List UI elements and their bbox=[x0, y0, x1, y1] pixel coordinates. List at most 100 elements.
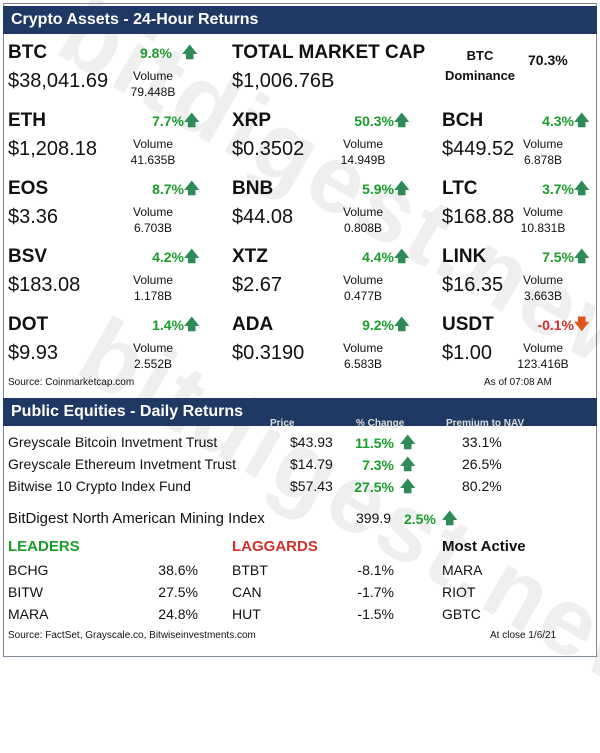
asset-price: $44.08 bbox=[232, 206, 294, 228]
up-arrow-icon: 🡅 bbox=[184, 112, 200, 129]
asset-pct: -0.1% bbox=[537, 317, 574, 333]
asset-price: $1.00 bbox=[442, 342, 493, 364]
asset-price: $183.08 bbox=[8, 274, 81, 296]
asset-price: $0.3502 bbox=[232, 138, 305, 160]
equity-name: Greyscale Ethereum Invetment Trust bbox=[8, 456, 236, 472]
asset-volume: Volume 14.949B bbox=[340, 137, 386, 167]
up-arrow-icon: 🡅 bbox=[400, 478, 416, 495]
asset-pct: 7.5% bbox=[542, 249, 574, 265]
leader-ticker: MARA bbox=[8, 606, 49, 622]
asset-pct: 1.4% bbox=[152, 317, 184, 333]
up-arrow-icon: 🡅 bbox=[184, 248, 200, 265]
asset-symbol: XTZ bbox=[232, 246, 268, 267]
btc-symbol: BTC bbox=[8, 42, 48, 63]
asset-price: $9.93 bbox=[8, 342, 59, 364]
leader-pct: 38.6% bbox=[158, 562, 198, 578]
laggard-ticker: CAN bbox=[232, 584, 262, 600]
asset-symbol: BNB bbox=[232, 178, 274, 199]
asset-symbol: LTC bbox=[442, 178, 478, 199]
asset-volume: Volume 41.635B bbox=[130, 137, 176, 167]
equity-premium: 80.2% bbox=[462, 478, 502, 494]
up-arrow-icon: 🡅 bbox=[400, 434, 416, 451]
asset-volume: Volume 3.663B bbox=[522, 273, 564, 303]
equities-source: Source: FactSet, Grayscale.co, Bitwisein… bbox=[8, 630, 256, 641]
asset-pct: 9.2% bbox=[362, 317, 394, 333]
down-arrow-icon: 🡇 bbox=[574, 316, 590, 333]
equity-price: $57.43 bbox=[290, 478, 333, 494]
most-active-ticker: RIOT bbox=[442, 584, 476, 600]
equity-change: 27.5% bbox=[354, 479, 394, 495]
up-arrow-icon: 🡅 bbox=[182, 44, 198, 61]
up-arrow-icon: 🡅 bbox=[184, 316, 200, 333]
asset-symbol: BCH bbox=[442, 110, 484, 131]
total-market-cap-label: TOTAL MARKET CAP bbox=[232, 42, 426, 63]
up-arrow-icon: 🡅 bbox=[442, 510, 458, 527]
btc-price: $38,041.69 bbox=[8, 70, 109, 92]
laggard-ticker: HUT bbox=[232, 606, 261, 622]
up-arrow-icon: 🡅 bbox=[394, 248, 410, 265]
laggard-ticker: BTBT bbox=[232, 562, 268, 578]
col-premium: Premium to NAV bbox=[446, 418, 525, 429]
asset-price: $168.88 bbox=[442, 206, 515, 228]
equities-asof: At close 1/6/21 bbox=[490, 630, 557, 641]
equity-name: Greyscale Bitcoin Invetment Trust bbox=[8, 434, 218, 450]
leaders-title: LEADERS bbox=[8, 538, 80, 555]
crypto-asof: As of 07:08 AM bbox=[484, 377, 552, 388]
leader-pct: 24.8% bbox=[158, 606, 198, 622]
crypto-header: Crypto Assets - 24-Hour Returns bbox=[3, 6, 597, 34]
asset-price: $3.36 bbox=[8, 206, 59, 228]
asset-pct: 4.3% bbox=[542, 113, 574, 129]
asset-symbol: XRP bbox=[232, 110, 272, 131]
asset-pct: 7.7% bbox=[152, 113, 184, 129]
asset-symbol: ETH bbox=[8, 110, 46, 131]
asset-price: $16.35 bbox=[442, 274, 504, 296]
equity-price: $43.93 bbox=[290, 434, 333, 450]
up-arrow-icon: 🡅 bbox=[394, 180, 410, 197]
col-change: % Change bbox=[356, 418, 405, 429]
asset-volume: Volume 0.477B bbox=[342, 273, 384, 303]
asset-volume: Volume 1.178B bbox=[132, 273, 174, 303]
asset-pct: 8.7% bbox=[152, 181, 184, 197]
asset-symbol: ADA bbox=[232, 314, 274, 335]
report-frame bbox=[3, 3, 597, 657]
up-arrow-icon: 🡅 bbox=[574, 248, 590, 265]
btc-volume: Volume 79.448B bbox=[130, 69, 176, 99]
equity-change: 7.3% bbox=[362, 457, 394, 473]
equity-price: $14.79 bbox=[290, 456, 333, 472]
up-arrow-icon: 🡅 bbox=[184, 180, 200, 197]
asset-volume: Volume 123.416B bbox=[517, 341, 569, 371]
up-arrow-icon: 🡅 bbox=[574, 112, 590, 129]
asset-volume: Volume 0.808B bbox=[342, 205, 384, 235]
asset-price: $449.52 bbox=[442, 138, 515, 160]
up-arrow-icon: 🡅 bbox=[400, 456, 416, 473]
asset-pct: 50.3% bbox=[354, 113, 394, 129]
leader-ticker: BITW bbox=[8, 584, 43, 600]
asset-volume: Volume 10.831B bbox=[520, 205, 566, 235]
index-name: BitDigest North American Mining Index bbox=[8, 510, 265, 527]
btc-dominance-label: BTC Dominance bbox=[444, 48, 516, 83]
asset-pct: 3.7% bbox=[542, 181, 574, 197]
btc-pct: 9.8% bbox=[140, 45, 172, 61]
most-active-title: Most Active bbox=[442, 538, 526, 555]
asset-symbol: USDT bbox=[442, 314, 494, 335]
most-active-ticker: GBTC bbox=[442, 606, 481, 622]
up-arrow-icon: 🡅 bbox=[574, 180, 590, 197]
laggards-title: LAGGARDS bbox=[232, 538, 318, 555]
asset-symbol: DOT bbox=[8, 314, 49, 335]
laggard-pct: -1.5% bbox=[357, 606, 394, 622]
most-active-ticker: MARA bbox=[442, 562, 483, 578]
up-arrow-icon: 🡅 bbox=[394, 316, 410, 333]
equity-change: 11.5% bbox=[355, 435, 394, 451]
asset-symbol: BSV bbox=[8, 246, 48, 267]
up-arrow-icon: 🡅 bbox=[394, 112, 410, 129]
asset-pct: 4.2% bbox=[152, 249, 184, 265]
total-market-cap-value: $1,006.76B bbox=[232, 70, 335, 92]
index-value: 399.9 bbox=[356, 510, 392, 526]
laggard-pct: -1.7% bbox=[357, 584, 394, 600]
equity-premium: 33.1% bbox=[462, 434, 502, 450]
asset-volume: Volume 6.583B bbox=[342, 341, 384, 371]
leader-ticker: BCHG bbox=[8, 562, 49, 578]
asset-volume: Volume 6.878B bbox=[522, 137, 564, 167]
equity-name: Bitwise 10 Crypto Index Fund bbox=[8, 478, 191, 494]
asset-pct: 4.4% bbox=[362, 249, 394, 265]
